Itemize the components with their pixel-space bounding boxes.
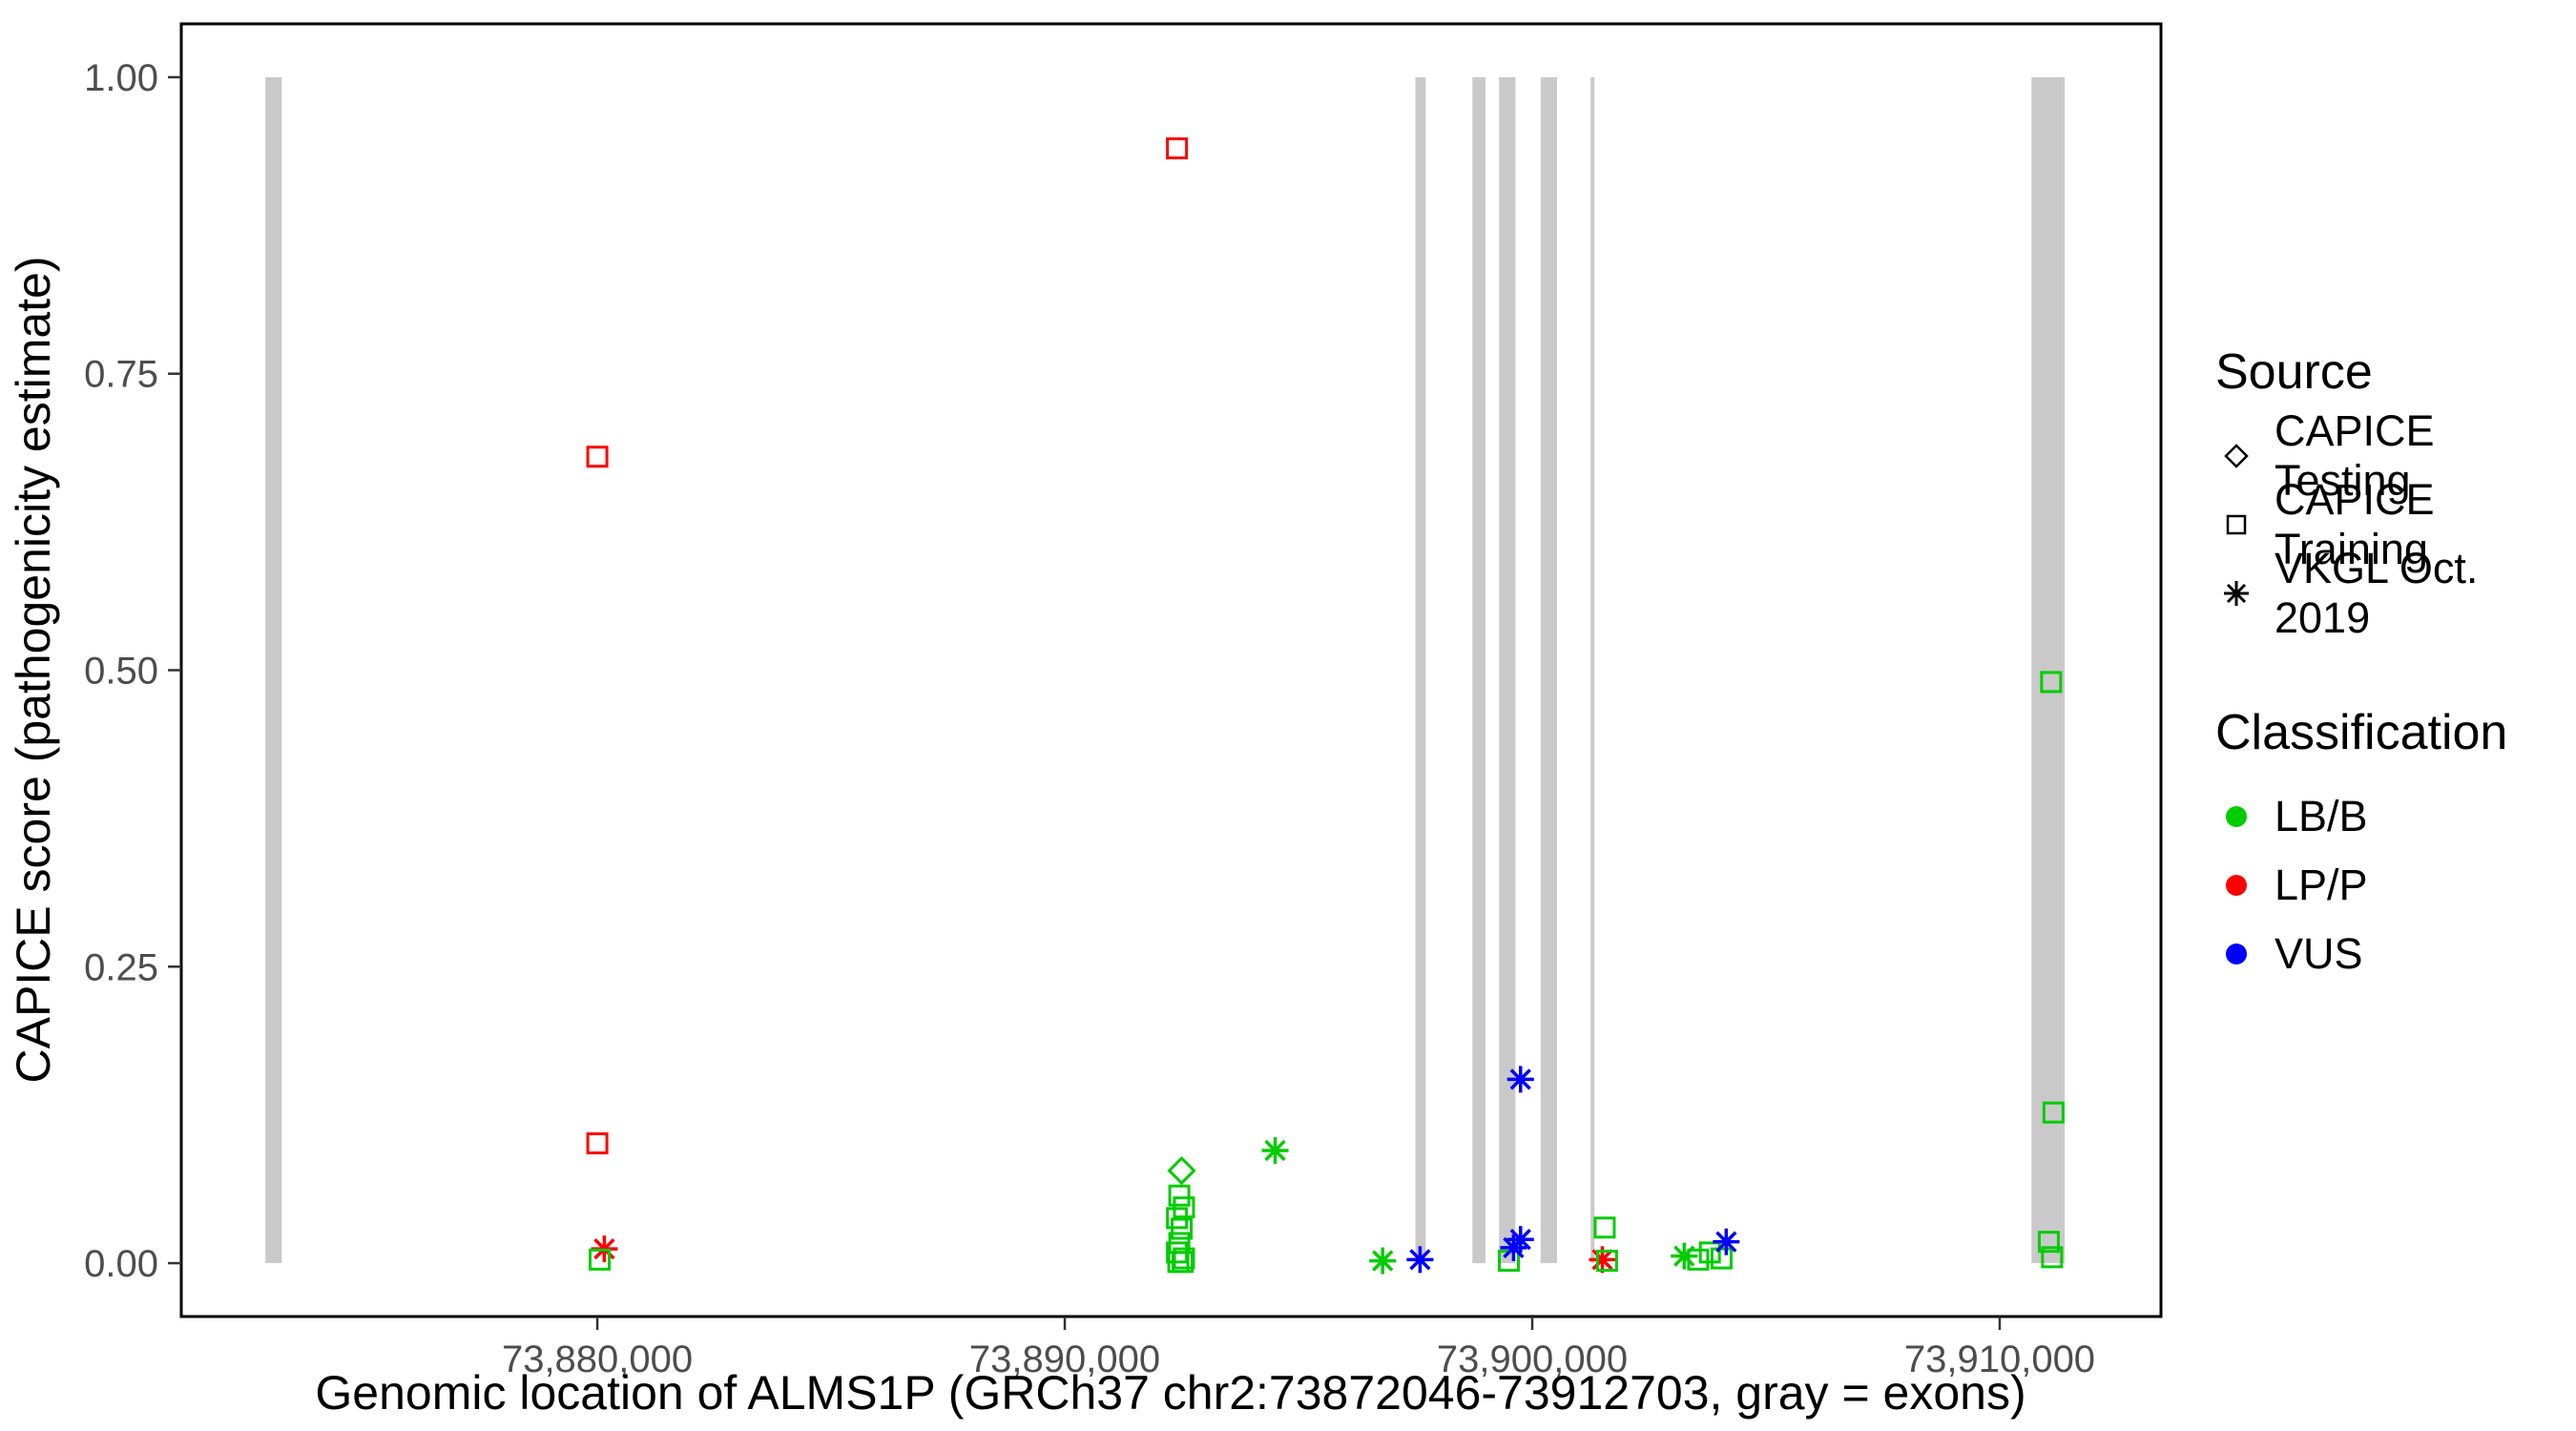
- point-asterisk: [1406, 1246, 1434, 1274]
- exon-bar: [1472, 76, 1486, 1264]
- point-square: [2040, 671, 2063, 694]
- asterisk-icon: [2224, 581, 2249, 606]
- x-tick-label: 73,880,000: [502, 1338, 693, 1380]
- exon-bar: [1540, 76, 1557, 1264]
- legend-item-capice-training: CAPICE Training: [2215, 475, 2576, 573]
- y-tick-label: 0.25: [84, 946, 158, 988]
- exon-bar: [2031, 76, 2066, 1264]
- point-square: [1172, 1251, 1195, 1274]
- point-square: [1168, 1184, 1191, 1207]
- point-asterisk: [1261, 1136, 1289, 1164]
- point-asterisk: [1369, 1247, 1397, 1275]
- exon-bar: [1499, 76, 1516, 1264]
- point-square: [2037, 1231, 2060, 1254]
- point-square: [1698, 1241, 1721, 1264]
- point-square: [1595, 1250, 1618, 1273]
- legend-item-label: CAPICE Training: [2275, 475, 2435, 573]
- exon-bars-group: [265, 76, 2066, 1264]
- square-icon: [2226, 514, 2247, 535]
- circle-icon: [2226, 806, 2247, 827]
- legend-item-capice-testing: CAPICE Testing: [2215, 406, 2576, 505]
- point-square: [586, 446, 609, 468]
- legend: Source CAPICE Testing CAPICE Training: [2215, 343, 2576, 988]
- point-square: [589, 1248, 612, 1271]
- circle-icon: [2226, 944, 2247, 964]
- point-diamond: [1167, 1155, 1196, 1186]
- point-asterisk: [1671, 1242, 1698, 1270]
- point-square: [1710, 1247, 1733, 1270]
- legend-source-title: Source: [2215, 344, 2373, 400]
- y-axis-title: CAPICE score (pathogenicity estimate): [7, 256, 60, 1083]
- x-tick-label: 73,890,000: [969, 1338, 1160, 1380]
- point-square: [2041, 1246, 2064, 1269]
- legend-item-label: VKGL Oct. 2019: [2275, 544, 2479, 642]
- legend-item-vus: VUS: [2215, 920, 2576, 988]
- point-square: [1593, 1216, 1616, 1239]
- legend-item-label: LP/P: [2275, 861, 2368, 909]
- axes-group: 73,880,000 73,890,000 73,900,000 73,910,000…: [84, 57, 2095, 1380]
- legend-classification-title: Classification: [2215, 705, 2508, 760]
- diamond-icon: [2224, 444, 2249, 468]
- x-tick-label: 73,900,000: [1437, 1338, 1628, 1380]
- y-tick-label: 0.75: [84, 354, 158, 396]
- circle-icon: [2226, 875, 2247, 896]
- point-square: [1687, 1248, 1710, 1271]
- exon-bar: [1415, 76, 1426, 1264]
- legend-item-lpp: LP/P: [2215, 851, 2576, 920]
- data-points-group: [586, 137, 2065, 1275]
- point-square: [1166, 137, 1189, 160]
- exon-bar: [265, 76, 282, 1264]
- exon-bar: [1590, 76, 1595, 1264]
- legend-item-label: CAPICE Testing: [2275, 406, 2435, 505]
- point-asterisk: [1506, 1066, 1534, 1093]
- point-asterisk: [1713, 1228, 1740, 1255]
- x-tick-label: 73,910,000: [1904, 1338, 2095, 1380]
- plot-panel-border: [179, 22, 2163, 1318]
- point-square: [1171, 1217, 1194, 1240]
- point-square: [586, 1132, 609, 1155]
- x-axis-title: Genomic location of ALMS1P (GRCh37 chr2:…: [315, 1366, 2025, 1420]
- y-tick-label: 0.00: [84, 1243, 158, 1285]
- legend-item-vkgl: VKGL Oct. 2019: [2215, 544, 2576, 642]
- legend-item-label: LB/B: [2275, 792, 2368, 840]
- legend-item-label: VUS: [2275, 929, 2363, 978]
- point-asterisk: [1506, 1226, 1534, 1254]
- point-square: [2042, 1101, 2065, 1124]
- legend-item-lbb: LB/B: [2215, 782, 2576, 851]
- y-tick-label: 0.50: [84, 651, 158, 693]
- y-tick-label: 1.00: [84, 57, 158, 99]
